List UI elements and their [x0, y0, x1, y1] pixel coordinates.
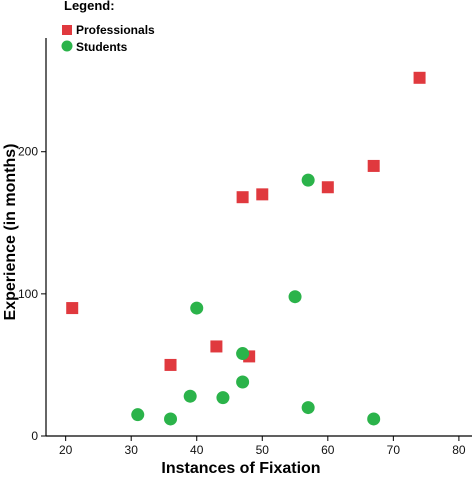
x-axis-title: Instances of Fixation: [161, 460, 320, 477]
x-ticks: 20 30 40 50 60 70 80: [59, 436, 466, 457]
x-tick-label-40: 40: [190, 443, 204, 457]
professionals-point-1: [164, 358, 177, 371]
students-point-1: [164, 412, 178, 426]
students-point-0: [131, 408, 145, 422]
professionals-point-3: [236, 191, 249, 204]
professionals-point-2: [210, 340, 223, 353]
x-tick-label-20: 20: [59, 443, 73, 457]
axes: [45, 38, 472, 437]
data-points: [66, 71, 426, 426]
x-tick-label-70: 70: [387, 443, 401, 457]
professionals-point-0: [66, 302, 79, 315]
legend-marker-professionals: [62, 25, 72, 35]
students-point-3: [190, 301, 204, 315]
legend-label-professionals: Professionals: [76, 23, 155, 37]
students-point-9: [301, 401, 315, 415]
students-point-7: [288, 290, 302, 304]
legend-label-students: Students: [76, 40, 128, 54]
legend: Legend: Professionals Students: [61, 0, 155, 54]
y-ticks: 0 100 200: [18, 145, 46, 443]
x-tick-label-80: 80: [452, 443, 466, 457]
y-tick-label-0: 0: [31, 429, 38, 443]
students-point-4: [216, 391, 230, 405]
y-tick-label-100: 100: [18, 287, 38, 301]
x-tick-label-30: 30: [125, 443, 139, 457]
students-point-2: [183, 389, 197, 403]
y-axis-title: Experience (in months): [2, 144, 19, 321]
y-tick-label-200: 200: [18, 145, 38, 159]
students-point-5: [236, 375, 250, 389]
professionals-point-8: [413, 71, 426, 84]
legend-title: Legend:: [64, 0, 115, 13]
students-point-6: [236, 347, 250, 361]
x-tick-label-60: 60: [321, 443, 335, 457]
legend-marker-students: [61, 40, 73, 52]
professionals-point-7: [367, 159, 380, 172]
students-point-10: [367, 412, 381, 426]
students-point-8: [301, 173, 315, 187]
professionals-point-5: [256, 188, 269, 201]
x-tick-label-50: 50: [256, 443, 270, 457]
professionals-point-6: [321, 181, 334, 194]
